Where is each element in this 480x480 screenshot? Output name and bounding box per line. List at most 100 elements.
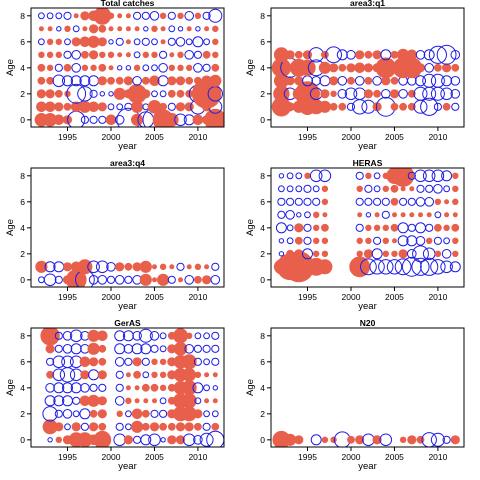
residual-bubble [407, 249, 417, 259]
residual-bubble [399, 102, 407, 111]
residual-bubble [356, 250, 363, 258]
residual-bubble [441, 75, 453, 87]
residual-bubble [160, 26, 166, 32]
panel-6: N20 1995 2000 2005 2010 0 2 4 6 8 year Age [245, 318, 465, 472]
residual-bubble [125, 39, 131, 45]
residual-bubble [97, 330, 108, 342]
residual-bubble [115, 422, 124, 431]
residual-bubble [141, 76, 150, 85]
x-tick-label: 1995 [298, 132, 317, 142]
residual-bubble [175, 422, 186, 432]
residual-bubble [425, 184, 434, 193]
residual-bubble [285, 76, 295, 86]
residual-bubble [202, 275, 212, 285]
residual-bubble [55, 436, 62, 443]
residual-bubble [184, 50, 194, 60]
residual-bubble [52, 368, 66, 382]
residual-bubble [61, 355, 74, 369]
residual-bubble [391, 250, 398, 258]
residual-bubble [132, 76, 142, 86]
residual-bubble [160, 437, 166, 443]
residual-bubble [294, 236, 303, 245]
residual-bubble [354, 76, 365, 86]
residual-bubble [381, 89, 391, 99]
residual-bubble [54, 409, 63, 418]
residual-bubble [90, 64, 97, 72]
residual-bubble [422, 169, 436, 183]
residual-bubble [337, 89, 348, 99]
residual-bubble [79, 356, 91, 368]
residual-bubble [203, 384, 211, 392]
residual-bubble [174, 113, 187, 127]
residual-bubble [149, 11, 160, 21]
residual-bubble [98, 24, 107, 33]
y-tick-label: 8 [260, 11, 265, 21]
residual-bubble [62, 409, 73, 419]
residual-bubble [441, 170, 453, 182]
y-tick-label: 4 [260, 223, 265, 233]
residual-bubble [142, 371, 150, 379]
panel-title: area3:q4 [110, 158, 145, 168]
residual-bubble [204, 398, 210, 404]
residual-bubble [88, 357, 99, 367]
residual-bubble [115, 383, 124, 392]
residual-bubble [275, 222, 287, 234]
residual-bubble [159, 332, 167, 340]
residual-bubble [134, 398, 140, 404]
residual-bubble [131, 408, 143, 420]
residual-bubble [303, 223, 312, 232]
residual-bubble [391, 212, 397, 218]
residual-bubble [422, 73, 437, 88]
residual-bubble [88, 24, 99, 34]
x-tick-label: 2005 [385, 452, 404, 462]
residual-bubble [433, 63, 442, 72]
residual-bubble [371, 248, 383, 260]
panel-1: Total catches 1995 2000 2005 2010 0 2 4 6 8 year Ag… [5, 0, 225, 152]
residual-bubble [167, 275, 176, 284]
x-tick-label: 2005 [385, 292, 404, 302]
y-tick-label: 8 [260, 171, 265, 181]
residual-bubble [97, 275, 108, 285]
residual-bubble [131, 113, 144, 126]
residual-bubble [202, 11, 211, 20]
residual-bubble [400, 212, 406, 218]
residual-bubble [116, 410, 123, 417]
residual-bubble [329, 76, 339, 86]
residual-bubble [53, 395, 65, 407]
residual-bubble [54, 102, 64, 112]
residual-bubble [80, 11, 90, 21]
panel-title: N20 [360, 318, 376, 328]
residual-bubble [303, 236, 312, 245]
residual-bubble [450, 50, 461, 60]
residual-bubble [365, 237, 372, 245]
residual-bubble [329, 63, 339, 73]
panel-title: Total catches [101, 0, 155, 8]
residual-bubble [89, 383, 98, 392]
residual-bubble [79, 75, 91, 87]
residual-bubble [124, 262, 133, 271]
residual-bubble [80, 370, 90, 380]
residual-bubble [46, 76, 54, 85]
residual-bubble [141, 11, 150, 20]
residual-bubble [108, 26, 114, 32]
residual-bubble [159, 371, 167, 378]
residual-bubble [152, 398, 158, 404]
residual-bubble [123, 435, 133, 445]
y-axis-label: Age [245, 219, 256, 236]
y-tick-label: 4 [20, 223, 25, 233]
residual-bubble [63, 50, 72, 59]
residual-bubble [71, 63, 81, 73]
residual-bubble [203, 332, 211, 340]
residual-bubble [117, 52, 123, 58]
residual-bubble [151, 51, 158, 58]
residual-bubble [125, 65, 132, 71]
x-axis-label: year [358, 141, 376, 152]
residual-bubble [373, 236, 382, 245]
residual-bubble [169, 52, 175, 58]
residual-bubble [124, 423, 132, 431]
residual-bubble [71, 37, 81, 47]
residual-bubble [450, 435, 460, 445]
residual-bubble [125, 372, 131, 378]
residual-bubble [330, 90, 337, 98]
residual-bubble [63, 11, 72, 20]
